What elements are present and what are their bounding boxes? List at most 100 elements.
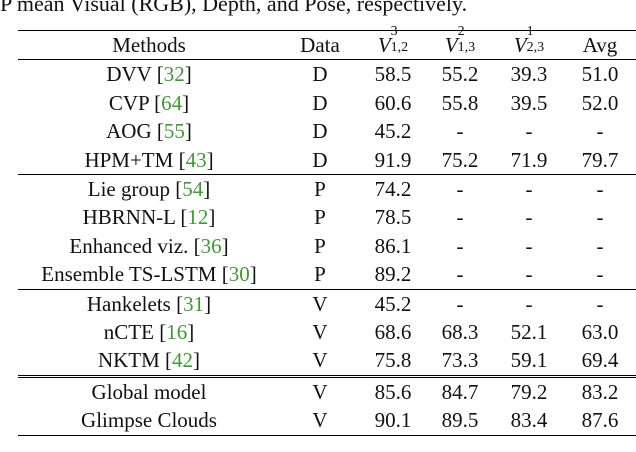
table-row: Enhanced viz. [36] P 86.1 - - - [18,232,636,260]
value-cell: 89.2 [374,262,412,287]
value-cell: 59.1 [510,348,548,373]
data-cell: V [280,406,360,436]
value-cell: 68.6 [374,320,412,345]
value-cell: 84.7 [426,374,494,407]
value-cell: 85.6 [360,374,426,407]
value-cell: 58.5 [374,62,412,87]
method-cell: nCTE [16] [103,320,195,345]
value-cell: 90.1 [360,406,426,436]
value-cell: - [525,262,533,287]
value-cell: - [596,233,604,258]
header-methods: Methods [18,29,280,61]
method-cell: AOG [55] [106,119,192,144]
citation-link[interactable]: 42 [172,348,194,373]
value-cell: 39.3 [510,62,548,87]
citation-link[interactable]: 32 [163,62,185,87]
value-cell: 68.3 [441,320,479,345]
value-cell: 39.5 [510,90,548,115]
citation-link[interactable]: 64 [161,90,183,115]
value-cell: 83.2 [564,374,636,407]
method-cell: Hankelets [31] [18,288,280,319]
value-cell: 74.2 [360,174,426,204]
method-cell: HPM+TM [43] [84,147,214,172]
value-cell: 55.8 [441,90,479,115]
header-row: Methods Data V1,231,2 V1,321,3 V2,312,3 … [18,25,636,61]
data-cell: V [280,374,360,407]
table-row: Global model V 85.6 84.7 79.2 83.2 [18,374,636,407]
value-cell: - [426,288,494,319]
value-cell: 89.5 [426,406,494,436]
value-cell: - [564,174,636,204]
value-cell: 79.7 [581,147,619,172]
value-cell: - [456,233,464,258]
header-view-1: V1,231,2 [360,25,426,61]
value-cell: 63.0 [581,320,619,345]
method-cell: Ensemble TS-LSTM [30] [41,262,257,287]
citation-link[interactable]: 31 [183,291,205,316]
table-row: DVV [32] D 58.5 55.2 39.3 51.0 [18,60,636,89]
data-cell: D [312,147,328,172]
value-cell: - [426,174,494,204]
data-cell: D [312,119,328,144]
data-cell: D [312,62,328,87]
value-cell: 45.2 [360,288,426,319]
value-cell: - [494,174,564,204]
value-cell: - [564,288,636,319]
value-cell: 83.4 [494,406,564,436]
method-cell: NKTM [42] [97,348,201,373]
value-cell: - [525,233,533,258]
value-cell: 91.9 [374,147,412,172]
citation-link[interactable]: 54 [182,177,204,202]
data-cell: P [314,262,326,287]
value-cell: - [494,288,564,319]
value-cell: 55.2 [441,62,479,87]
data-cell: P [314,205,326,230]
value-cell: 73.3 [441,348,479,373]
citation-link[interactable]: 36 [200,233,222,258]
table-row: Hankelets [31] V 45.2 - - - [18,288,636,319]
results-table: Methods Data V1,231,2 V1,321,3 V2,312,3 … [18,25,636,436]
value-cell: 60.6 [374,90,412,115]
value-cell: 69.4 [581,348,619,373]
value-cell: 86.1 [374,233,412,258]
data-cell: D [312,90,328,115]
method-cell: Global model [18,374,280,407]
value-cell: 45.2 [374,119,412,144]
table-row: NKTM [42] V 75.8 73.3 59.1 69.4 [18,346,636,376]
method-cell: DVV [32] [106,62,192,87]
table-row: Glimpse Clouds V 90.1 89.5 83.4 87.6 [18,406,636,436]
value-cell: - [525,205,533,230]
value-cell: 52.0 [581,90,619,115]
header-avg: Avg [564,29,636,61]
value-cell: 78.5 [374,205,412,230]
table-caption: P mean Visual (RGB), Depth, and Pose, re… [0,0,468,16]
citation-link[interactable]: 12 [187,205,209,230]
data-cell: V [280,288,360,319]
header-view-2: V1,321,3 [426,25,494,61]
table-row: CVP [64] D 60.6 55.8 39.5 52.0 [18,89,636,117]
citation-link[interactable]: 43 [185,147,207,172]
citation-link[interactable]: 30 [228,262,250,287]
data-cell: P [280,174,360,204]
method-cell: Lie group [54] [18,174,280,204]
value-cell: - [456,262,464,287]
value-cell: - [456,119,464,144]
method-cell: HBRNN-L [12] [82,205,216,230]
data-cell: V [312,348,328,373]
value-cell: 71.9 [510,147,548,172]
header-view-3: V2,312,3 [494,25,564,61]
citation-link[interactable]: 55 [163,119,185,144]
table-row: HPM+TM [43] D 91.9 75.2 71.9 79.7 [18,146,636,175]
table-row: HBRNN-L [12] P 78.5 - - - [18,203,636,231]
data-cell: P [314,233,326,258]
value-cell: 87.6 [564,406,636,436]
value-cell: 75.8 [374,348,412,373]
value-cell: - [596,262,604,287]
table-row: AOG [55] D 45.2 - - - [18,117,636,145]
method-cell: CVP [64] [108,90,190,115]
table-row: Lie group [54] P 74.2 - - - [18,174,636,204]
header-data: Data [280,29,360,61]
method-cell: Enhanced viz. [36] [69,233,229,258]
value-cell: 75.2 [441,147,479,172]
citation-link[interactable]: 16 [166,320,188,345]
